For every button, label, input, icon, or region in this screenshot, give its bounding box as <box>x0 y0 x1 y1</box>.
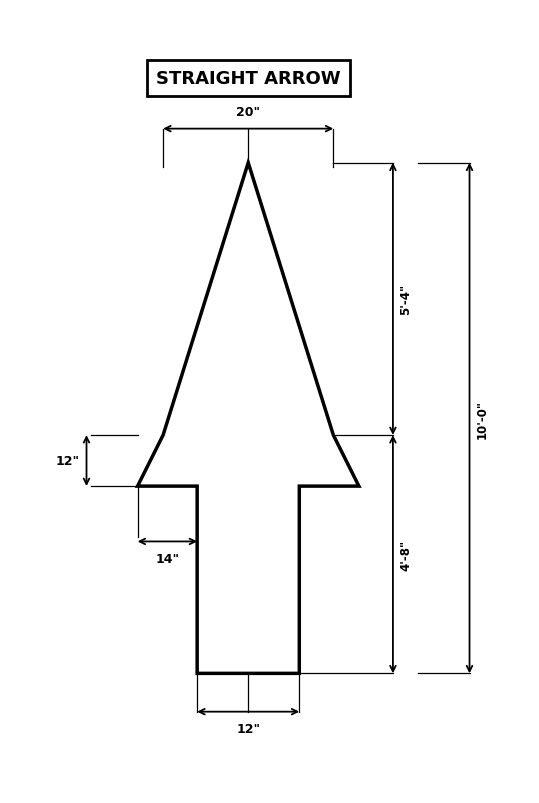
Text: 12": 12" <box>56 454 80 467</box>
Text: STRAIGHT ARROW: STRAIGHT ARROW <box>156 70 341 88</box>
Text: 4'-8": 4'-8" <box>399 539 412 570</box>
Polygon shape <box>137 164 359 674</box>
Text: 20": 20" <box>236 106 260 119</box>
Text: 10'-0": 10'-0" <box>476 399 489 438</box>
Text: 14": 14" <box>155 552 179 565</box>
Text: 5'-4": 5'-4" <box>399 284 412 315</box>
Text: 12": 12" <box>236 723 260 736</box>
FancyBboxPatch shape <box>0 40 539 763</box>
